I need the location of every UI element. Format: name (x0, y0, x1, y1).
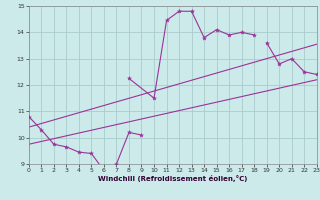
X-axis label: Windchill (Refroidissement éolien,°C): Windchill (Refroidissement éolien,°C) (98, 175, 247, 182)
